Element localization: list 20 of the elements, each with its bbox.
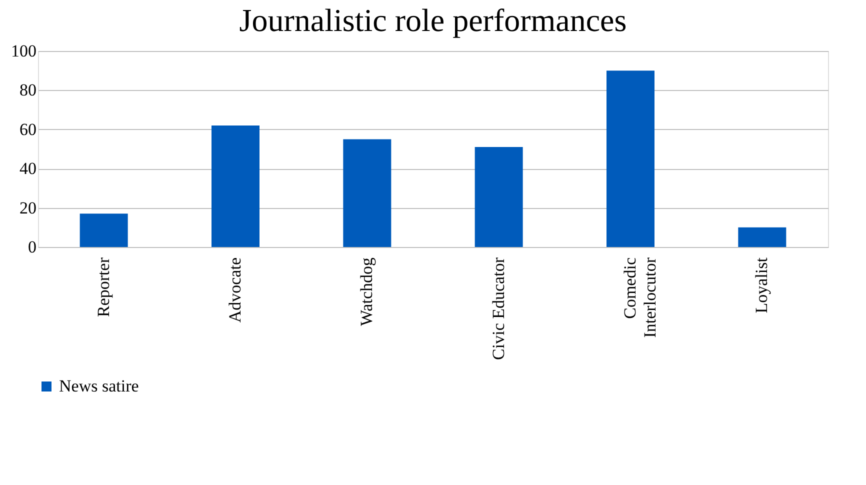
x-tick-label: Reporter: [94, 257, 113, 317]
x-tick-label: Civic Educator: [488, 257, 508, 360]
y-tick-label: 80: [20, 80, 36, 100]
y-tick-label: 100: [11, 42, 36, 60]
y-tick-label: 20: [20, 198, 36, 218]
x-tick-label: Loyalist: [752, 257, 772, 314]
bar: [343, 139, 392, 247]
y-tick-label: 0: [28, 238, 36, 256]
y-tick-label: 40: [20, 159, 36, 178]
chart-title: Journalistic role performances: [239, 2, 627, 38]
x-tick-label: Advocate: [226, 258, 244, 323]
bar: [474, 147, 523, 247]
bar: [738, 227, 786, 247]
legend-label: News satire: [59, 376, 139, 396]
y-tick-label: 60: [20, 120, 36, 139]
x-tick-label: Comedic Interlocutor: [620, 257, 660, 338]
bar: [212, 125, 260, 247]
x-tick-label: Watchdog: [357, 257, 376, 326]
bar: [80, 214, 128, 247]
bar: [606, 70, 654, 247]
